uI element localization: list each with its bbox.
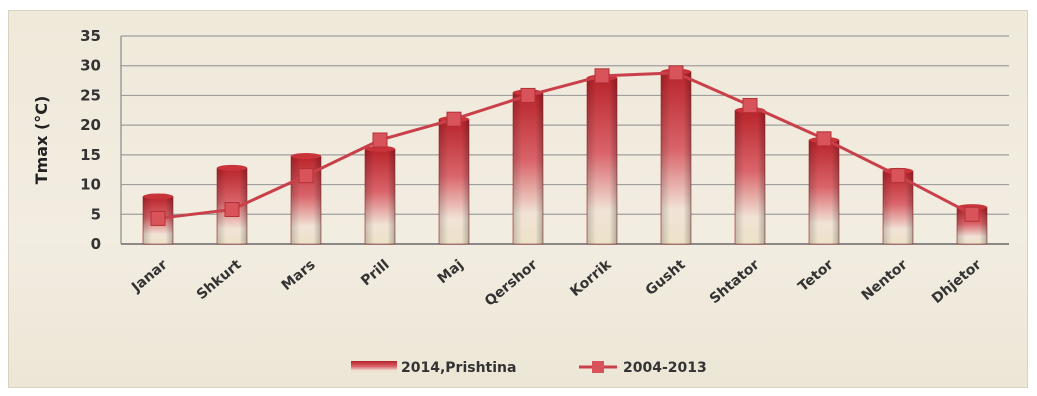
bar-group	[512, 89, 544, 245]
y-tick-label: 15	[80, 146, 101, 164]
line-marker	[298, 168, 314, 184]
line-marker	[890, 168, 906, 184]
x-tick-label: Prill	[358, 257, 392, 290]
bar-group	[364, 145, 396, 245]
bar-series	[142, 68, 988, 245]
y-tick-label: 5	[91, 205, 101, 223]
x-tick-label: Mars	[279, 257, 319, 294]
y-tick-label: 25	[80, 86, 101, 104]
legend-line-label: 2004-2013	[623, 360, 707, 376]
legend-bar-label: 2014,Prishtina	[401, 360, 516, 376]
line-series	[150, 65, 980, 226]
bar-group	[808, 137, 840, 245]
legend-bar-swatch	[351, 361, 397, 373]
y-tick-label: 30	[80, 57, 101, 75]
line-marker	[594, 68, 610, 84]
x-tick-label: Tetor	[795, 257, 836, 295]
line-marker	[446, 111, 462, 127]
bar-group	[438, 116, 470, 245]
series-line	[157, 71, 973, 220]
bar-group	[142, 193, 174, 245]
line-marker	[742, 98, 758, 114]
bar-shade	[809, 140, 839, 244]
bar-group	[586, 74, 618, 245]
bar-group	[290, 153, 322, 245]
y-tick-label: 10	[80, 176, 101, 194]
bar-group	[882, 167, 914, 245]
line-marker	[372, 132, 388, 148]
x-tick-label: Shtator	[707, 257, 763, 308]
y-tick-labels: 0 5 10 15 20 25 30 35	[80, 27, 101, 253]
bar-shade	[587, 77, 617, 244]
x-tick-label: Korrik	[567, 256, 615, 300]
x-tick-label: Nentor	[859, 257, 911, 304]
x-tick-labels: Janar Shkurt Mars Prill Maj Qershor Korrik Gush…	[128, 256, 985, 309]
x-tick-label: Dhjetor	[929, 257, 985, 307]
legend-line-marker	[592, 361, 604, 373]
y-axis-title: Tmax (°C)	[32, 96, 51, 185]
chart-svg: 0 5 10 15 20 25 30 35 Janar Shkurt Mars Prill Maj Qe…	[32, 27, 1009, 376]
y-tick-label: 35	[80, 27, 101, 45]
legend: 2014,Prishtina 2004-2013	[351, 360, 707, 376]
x-tick-label: Qershor	[482, 257, 541, 310]
bar-cap	[143, 193, 173, 200]
bar-shade	[513, 92, 543, 244]
x-tick-label: Shkurt	[194, 257, 245, 303]
bar-shade	[439, 119, 469, 244]
x-tick-label: Janar	[128, 257, 171, 296]
line-marker	[816, 131, 832, 147]
bar-shade	[661, 71, 691, 245]
y-tick-label: 20	[80, 116, 101, 134]
y-tick-label: 0	[91, 235, 101, 253]
bar-group	[734, 107, 766, 245]
bar-shade	[365, 148, 395, 244]
bar-group	[660, 68, 692, 245]
bar-shade	[735, 110, 765, 245]
bar-cap	[217, 164, 247, 171]
x-tick-label: Gusht	[643, 257, 689, 299]
line-marker	[964, 206, 980, 222]
line-marker	[520, 87, 536, 103]
x-tick-label: Maj	[435, 257, 467, 287]
line-marker	[150, 210, 166, 226]
chart-panel: 0 5 10 15 20 25 30 35 Janar Shkurt Mars Prill Maj Qe…	[8, 10, 1028, 388]
bar-cap	[291, 153, 321, 160]
grid-layer	[120, 35, 1009, 245]
line-marker	[224, 202, 240, 218]
line-marker	[668, 65, 684, 81]
